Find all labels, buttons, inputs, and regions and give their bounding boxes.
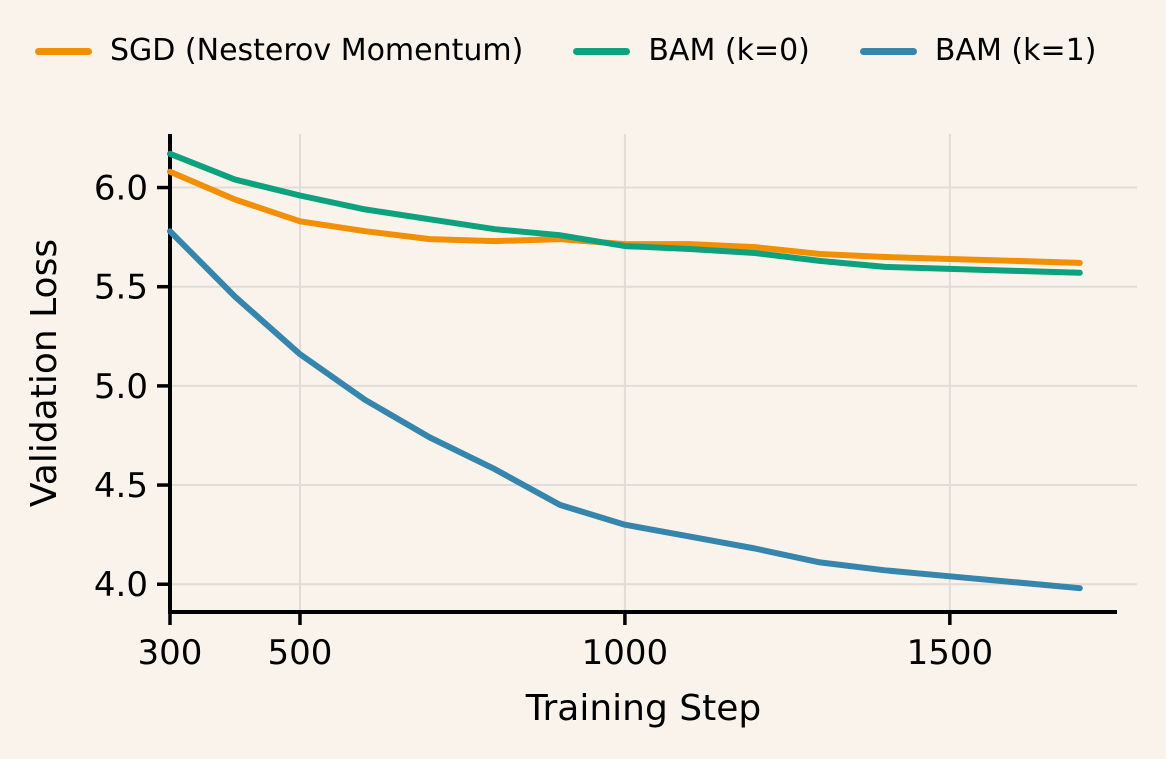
- legend-swatch-sgd-icon: [35, 47, 92, 55]
- legend-item-sgd-nesterov: SGD (Nesterov Momentum): [35, 36, 523, 66]
- legend-swatch-bam-k0-icon: [573, 47, 631, 55]
- x-tick-label: 1000: [582, 633, 669, 673]
- legend-item-bam-k1: BAM (k=1): [859, 33, 1097, 68]
- series-line-bam-k-1: [167, 228, 1083, 592]
- x-tick-label: 1500: [907, 633, 994, 673]
- y-tick-label: 5.0: [94, 367, 148, 407]
- x-tick-label: 300: [138, 633, 203, 673]
- x-tick-label: 500: [268, 633, 333, 673]
- legend-label-bam-k1: BAM (k=1): [934, 33, 1097, 68]
- y-axis-label: Validation Loss: [24, 239, 65, 507]
- legend-swatch-bam-k1-icon: [859, 47, 917, 55]
- y-tick-label: 6.0: [94, 169, 148, 209]
- y-tick-label: 5.5: [94, 268, 148, 308]
- y-tick-label: 4.5: [94, 466, 148, 506]
- x-axis-label: Training Step: [525, 688, 761, 729]
- legend-item-bam-k0: BAM (k=0): [573, 36, 810, 66]
- y-tick-label: 4.0: [94, 565, 148, 605]
- chart-legend: SGD (Nesterov Momentum) BAM (k=0) BAM (k…: [35, 36, 1096, 66]
- legend-label-bam-k0: BAM (k=0): [648, 33, 810, 68]
- legend-label-sgd: SGD (Nesterov Momentum): [110, 33, 524, 68]
- series-line-bam-k-0: [167, 150, 1083, 276]
